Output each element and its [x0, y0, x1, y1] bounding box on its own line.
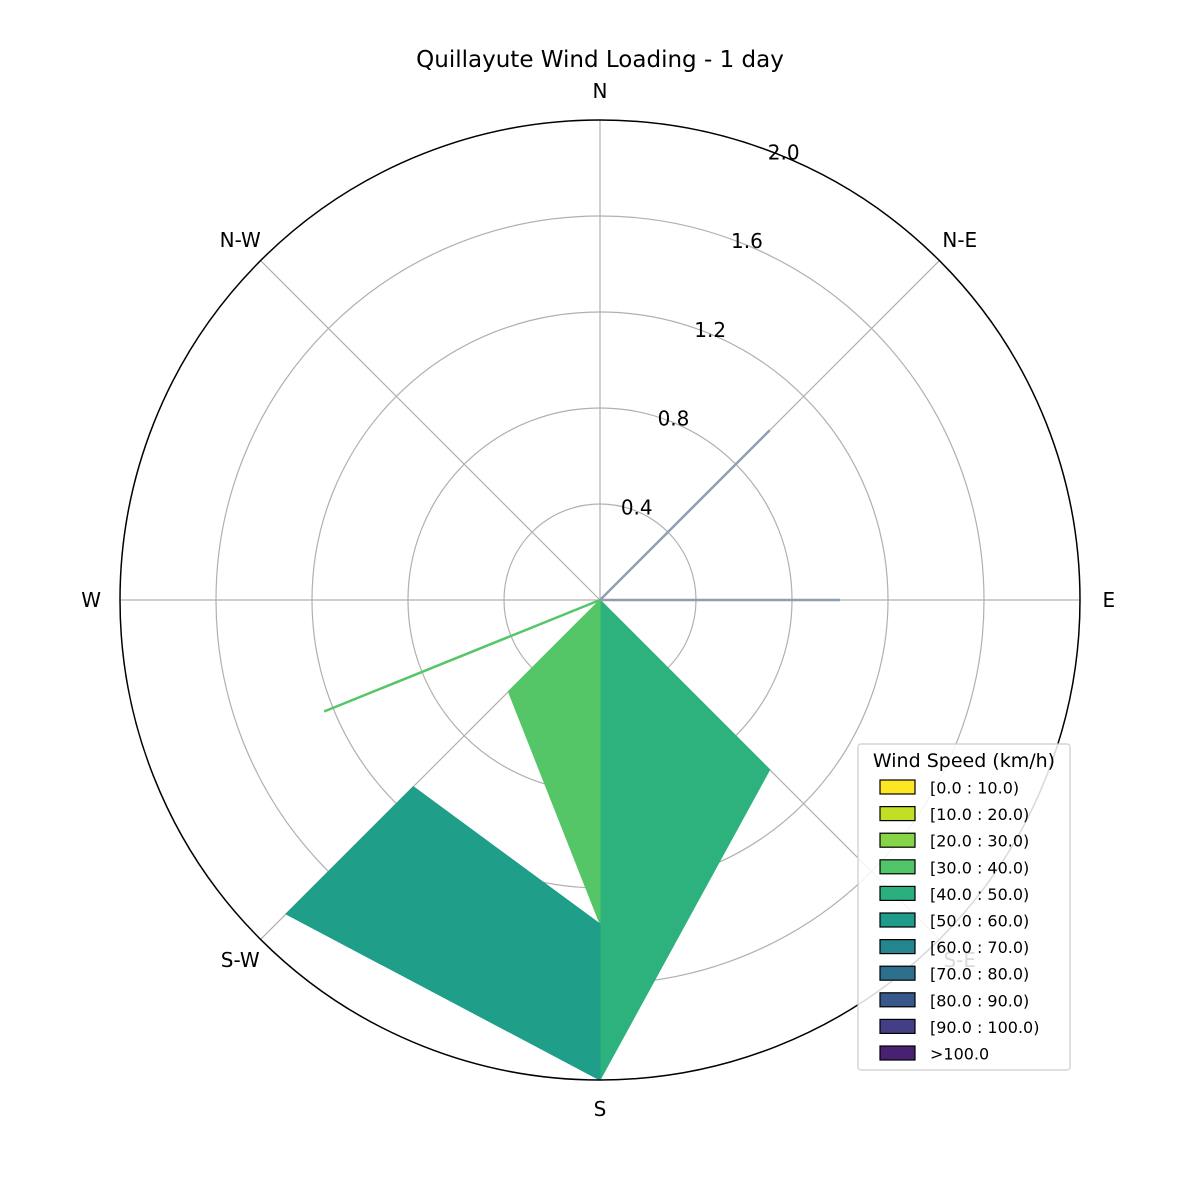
direction-label-n: N — [593, 79, 608, 103]
radial-tick-label: 1.2 — [694, 318, 726, 342]
petal-1 — [507, 598, 601, 925]
legend-label: [50.0 : 60.0) — [930, 912, 1029, 931]
wind-lines — [323, 429, 840, 713]
legend-label: [80.0 : 90.0) — [930, 991, 1029, 1010]
polar-frame — [119, 119, 1081, 1081]
legend-title: Wind Speed (km/h) — [873, 750, 1055, 772]
direction-label-e: E — [1102, 588, 1115, 612]
legend-label: [0.0 : 10.0) — [930, 779, 1019, 798]
petal-2 — [285, 786, 601, 1081]
grid-spoke — [260, 260, 601, 601]
legend-swatch — [879, 805, 916, 822]
radial-tick-label: 2.0 — [768, 141, 800, 165]
chart-title: Quillayute Wind Loading - 1 day — [416, 47, 784, 73]
legend-swatch — [879, 1018, 916, 1035]
legend-frame — [857, 743, 1071, 1071]
legend-label: [60.0 : 70.0) — [930, 938, 1029, 957]
legend-swatch — [879, 938, 916, 955]
legend-swatch — [879, 779, 916, 795]
legend-swatch — [879, 992, 916, 1008]
legend-swatch — [879, 859, 916, 875]
radial-tick-label: 0.4 — [621, 495, 653, 519]
legend-label: [20.0 : 30.0) — [930, 832, 1029, 851]
direction-label-w: W — [81, 588, 101, 612]
legend-label: [10.0 : 20.0) — [930, 805, 1029, 824]
direction-label-s: S — [594, 1097, 607, 1121]
radial-tick-labels: 0.4 0.8 1.2 1.6 2.0 — [621, 141, 800, 520]
direction-label-n-e: N-E — [942, 228, 977, 252]
legend-swatch — [879, 832, 916, 848]
legend-label: >100.0 — [930, 1045, 989, 1064]
direction-label-n-w: N-W — [220, 228, 261, 252]
legend-swatch — [879, 965, 916, 981]
legend-label: [70.0 : 80.0) — [930, 965, 1029, 984]
radial-tick-label: 1.6 — [731, 229, 763, 253]
wind-petals — [285, 598, 771, 1081]
direction-label-s-w: S-W — [221, 948, 260, 972]
legend-label: [90.0 : 100.0) — [930, 1018, 1039, 1037]
radial-tick-label: 0.8 — [658, 407, 690, 431]
petal-0 — [599, 598, 771, 1081]
legend-label: [30.0 : 40.0) — [930, 858, 1029, 877]
wind-line-2 — [323, 598, 601, 713]
legend-swatch — [879, 912, 916, 928]
wind-line-0 — [599, 429, 771, 601]
legend-swatch — [879, 1045, 916, 1061]
legend-swatch — [879, 885, 916, 902]
legend-entries: [0.0 : 10.0) [10.0 : 20.0) [20.0 : 30.0) [3… — [879, 779, 1039, 1064]
legend-label: [40.0 : 50.0) — [930, 885, 1029, 904]
legend: Wind Speed (km/h) [0.0 : 10.0) [10.0 : 20… — [857, 743, 1071, 1071]
